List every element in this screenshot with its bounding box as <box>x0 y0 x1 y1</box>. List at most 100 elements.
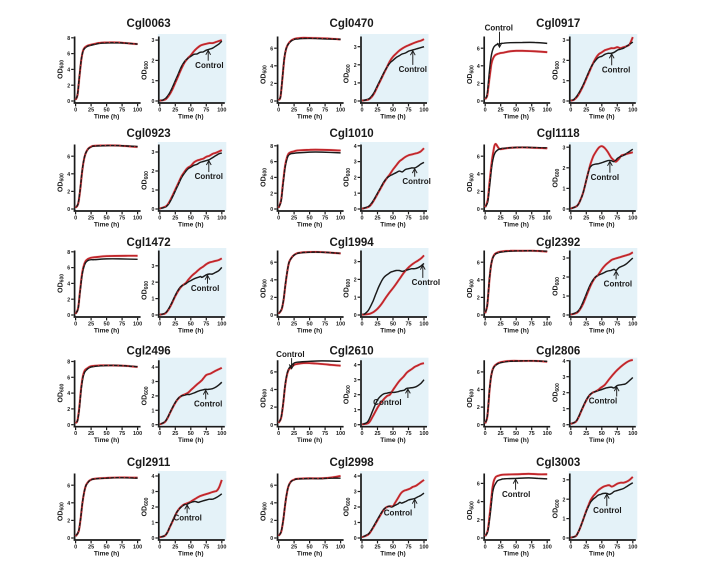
svg-text:75: 75 <box>119 215 125 221</box>
svg-text:Time (h): Time (h) <box>380 113 406 120</box>
svg-text:2: 2 <box>270 405 273 411</box>
svg-text:2: 2 <box>152 394 155 400</box>
svg-text:75: 75 <box>322 431 328 437</box>
svg-text:50: 50 <box>599 321 605 327</box>
svg-text:OD600: OD600 <box>553 277 561 296</box>
svg-text:OD600: OD600 <box>142 497 150 516</box>
svg-text:0: 0 <box>74 431 77 437</box>
svg-text:0: 0 <box>152 313 155 319</box>
svg-text:100: 100 <box>217 544 226 550</box>
svg-text:2: 2 <box>67 297 70 303</box>
svg-text:50: 50 <box>513 544 519 550</box>
svg-text:1: 1 <box>354 408 357 414</box>
svg-text:Control: Control <box>485 23 513 32</box>
svg-text:0: 0 <box>152 423 155 429</box>
svg-text:Cgl3003: Cgl3003 <box>536 457 580 469</box>
svg-text:6: 6 <box>67 375 70 381</box>
svg-text:25: 25 <box>172 107 178 113</box>
svg-text:0: 0 <box>354 207 357 213</box>
svg-text:OD600: OD600 <box>142 386 150 405</box>
svg-text:Control: Control <box>173 513 201 522</box>
svg-text:OD600: OD600 <box>553 383 561 402</box>
svg-text:25: 25 <box>583 215 589 221</box>
svg-text:2: 2 <box>563 275 566 281</box>
svg-text:1: 1 <box>152 79 155 85</box>
svg-text:OD600: OD600 <box>467 173 475 192</box>
svg-text:75: 75 <box>614 107 620 113</box>
svg-text:75: 75 <box>405 544 411 550</box>
svg-text:100: 100 <box>419 215 428 221</box>
svg-text:Control: Control <box>399 65 427 74</box>
svg-text:25: 25 <box>88 107 94 113</box>
svg-text:Control: Control <box>194 399 222 408</box>
svg-text:25: 25 <box>498 107 504 113</box>
svg-text:25: 25 <box>583 431 589 437</box>
svg-text:Control: Control <box>195 172 223 181</box>
svg-text:Control: Control <box>589 397 617 406</box>
svg-text:100: 100 <box>336 431 345 437</box>
svg-text:Time (h): Time (h) <box>178 327 204 334</box>
svg-text:6: 6 <box>477 46 480 52</box>
svg-text:Cgl0470: Cgl0470 <box>330 18 374 30</box>
svg-text:6: 6 <box>67 52 70 58</box>
svg-text:100: 100 <box>133 431 142 437</box>
svg-text:25: 25 <box>374 215 380 221</box>
svg-text:2: 2 <box>152 59 155 65</box>
svg-text:6: 6 <box>477 482 480 488</box>
svg-text:0: 0 <box>360 544 363 550</box>
svg-text:OD600: OD600 <box>57 60 65 79</box>
svg-text:Cgl1994: Cgl1994 <box>330 237 375 249</box>
svg-text:6: 6 <box>67 154 70 160</box>
svg-text:3: 3 <box>563 38 566 44</box>
svg-text:4: 4 <box>563 359 566 365</box>
svg-text:50: 50 <box>104 107 110 113</box>
svg-text:0: 0 <box>477 313 480 319</box>
svg-text:0: 0 <box>67 536 70 542</box>
svg-text:4: 4 <box>477 278 480 284</box>
svg-text:0: 0 <box>158 431 161 437</box>
svg-text:3: 3 <box>354 490 357 496</box>
svg-text:50: 50 <box>599 107 605 113</box>
svg-text:OD600: OD600 <box>57 383 65 402</box>
svg-text:75: 75 <box>529 321 535 327</box>
svg-text:100: 100 <box>217 107 226 113</box>
svg-text:Time (h): Time (h) <box>94 550 120 557</box>
svg-text:25: 25 <box>291 544 297 550</box>
svg-text:Control: Control <box>591 173 619 182</box>
svg-text:100: 100 <box>217 431 226 437</box>
svg-text:0: 0 <box>484 215 487 221</box>
svg-text:0: 0 <box>74 544 77 550</box>
svg-text:0: 0 <box>270 207 273 213</box>
svg-text:2: 2 <box>152 505 155 511</box>
svg-text:4: 4 <box>354 474 357 480</box>
svg-text:Cgl1118: Cgl1118 <box>537 128 580 140</box>
svg-text:6: 6 <box>67 483 70 489</box>
svg-text:50: 50 <box>188 431 194 437</box>
svg-text:50: 50 <box>390 321 396 327</box>
svg-text:OD600: OD600 <box>553 499 561 518</box>
svg-text:100: 100 <box>543 544 552 550</box>
svg-text:Cgl0917: Cgl0917 <box>536 18 580 30</box>
svg-text:2: 2 <box>477 82 480 88</box>
svg-text:75: 75 <box>614 321 620 327</box>
svg-text:OD600: OD600 <box>57 173 65 192</box>
svg-text:50: 50 <box>307 321 313 327</box>
svg-text:1: 1 <box>563 79 566 85</box>
svg-text:75: 75 <box>322 544 328 550</box>
svg-text:OD600: OD600 <box>344 168 352 187</box>
svg-text:0: 0 <box>569 107 572 113</box>
svg-text:100: 100 <box>543 431 552 437</box>
svg-text:6: 6 <box>477 370 480 376</box>
svg-text:0: 0 <box>354 536 357 542</box>
svg-text:OD600: OD600 <box>142 281 150 300</box>
svg-text:6: 6 <box>477 154 480 160</box>
svg-text:OD600: OD600 <box>142 171 150 190</box>
svg-text:Control: Control <box>402 177 430 186</box>
svg-text:75: 75 <box>203 215 209 221</box>
svg-text:OD600: OD600 <box>467 279 475 298</box>
svg-text:2: 2 <box>152 280 155 286</box>
svg-text:Time (h): Time (h) <box>178 221 204 228</box>
svg-text:25: 25 <box>498 321 504 327</box>
svg-text:25: 25 <box>291 215 297 221</box>
svg-text:0: 0 <box>74 107 77 113</box>
